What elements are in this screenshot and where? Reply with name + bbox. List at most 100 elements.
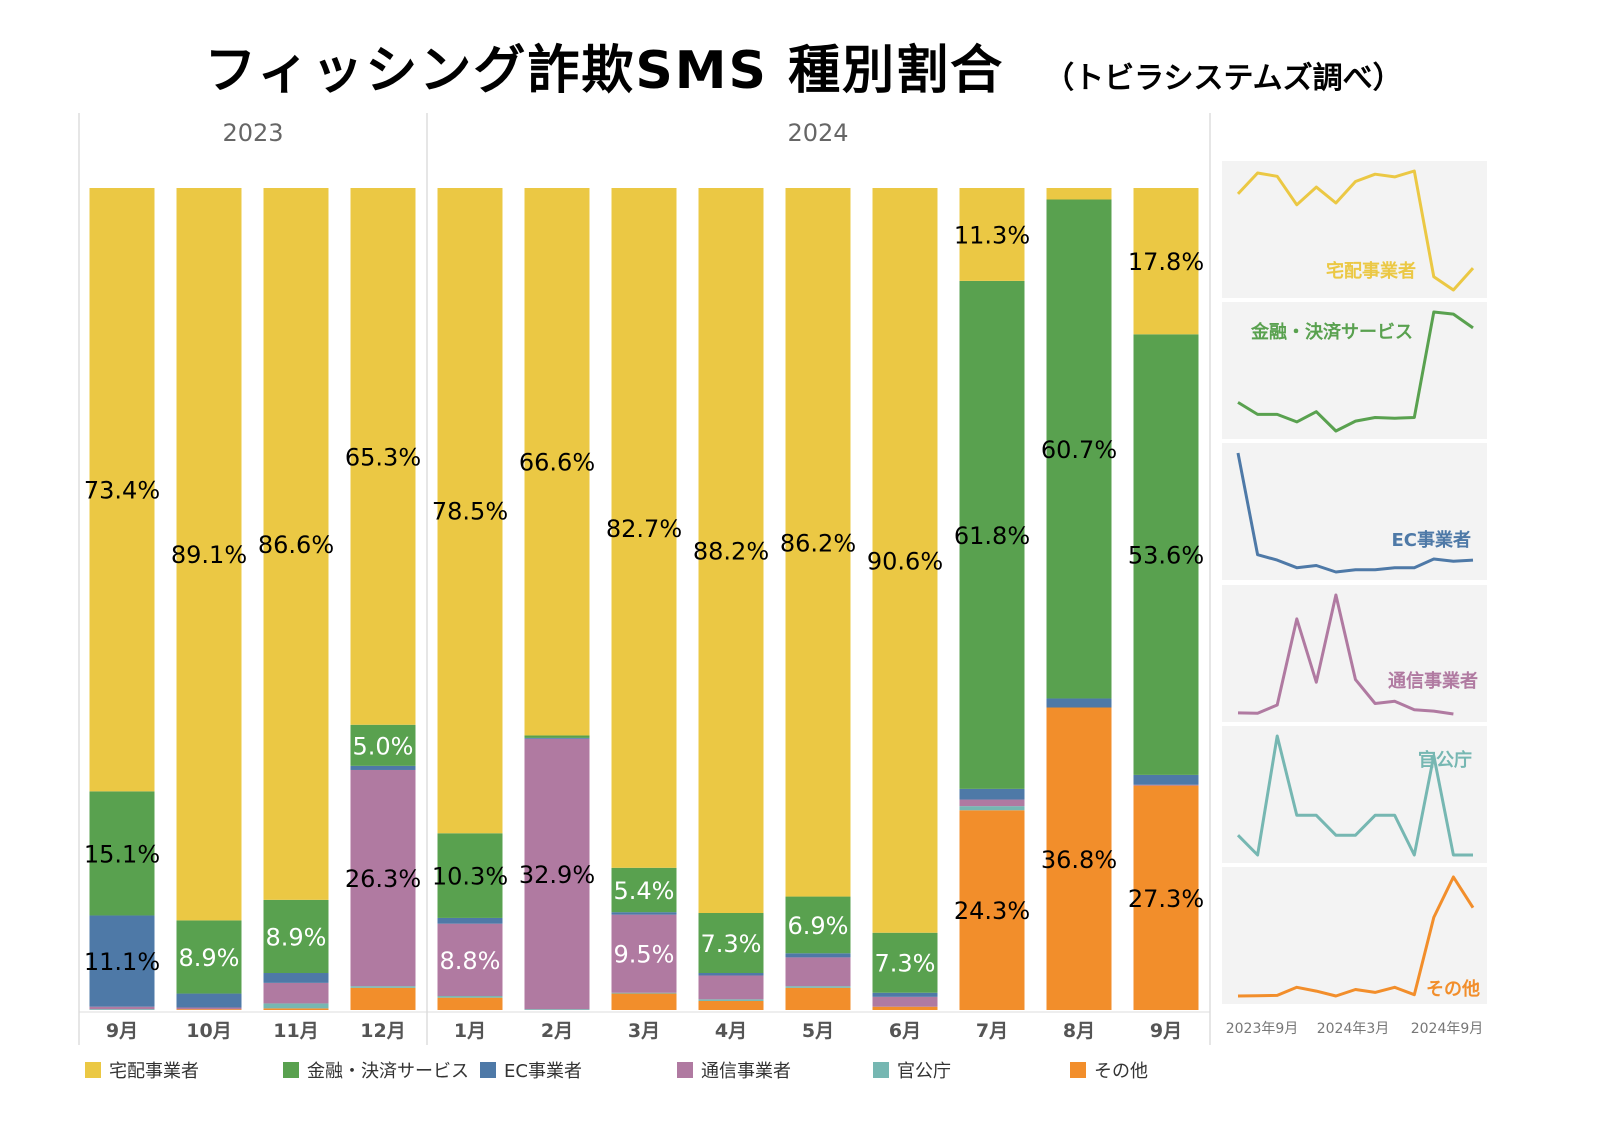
sparkline-x-label: 2023年9月 [1226,1021,1299,1037]
bar-segment-3-2 [263,982,329,1004]
bar-segment-5-11 [1046,707,1112,1010]
bar-segment-5-4 [437,997,503,1010]
legend-label: EC事業者 [504,1061,582,1082]
bar-segment-0-6 [611,188,677,868]
bar-segment-4-3 [350,986,416,988]
legend-swatch [283,1062,299,1078]
bar-segment-4-5 [524,1009,590,1010]
value-label: 26.3% [345,865,421,893]
month-label: 11月 [273,1020,318,1042]
bar-segment-4-2 [263,1003,329,1009]
bar-segment-0-4 [437,188,503,834]
value-label: 8.9% [266,923,327,951]
month-label: 7月 [976,1020,1008,1042]
month-label: 2月 [541,1020,573,1042]
bar-segment-2-2 [263,973,329,983]
bar-segment-5-1 [176,1009,242,1010]
bar-segment-2-8 [785,953,851,958]
bar-segment-0-12 [1133,188,1199,335]
bar-segment-2-6 [611,912,677,915]
bar-segment-1-5 [524,735,590,738]
month-label: 1月 [454,1020,486,1042]
bar-segment-1-11 [1046,199,1112,699]
bar-segment-0-3 [350,188,416,725]
bar-segment-2-5 [524,737,590,739]
sparkline-panel [1222,302,1487,439]
value-label: 90.6% [867,547,943,575]
sparkline-panel [1222,867,1487,1004]
value-label: 15.1% [84,840,160,868]
value-label: 78.5% [432,498,508,526]
value-label: 9.5% [614,941,675,969]
value-label: 10.3% [432,863,508,891]
bar-segment-0-8 [785,188,851,897]
value-label: 86.6% [258,531,334,559]
bar-segment-2-11 [1046,698,1112,708]
month-label: 6月 [889,1020,921,1042]
month-label: 5月 [802,1020,834,1042]
legend-label: 官公庁 [897,1061,951,1082]
bar-segment-0-9 [872,188,938,933]
bar-segment-5-6 [611,993,677,1010]
value-label: 53.6% [1128,542,1204,570]
bar-segment-5-3 [350,987,416,1010]
year-header-2024: 2024 [787,119,848,147]
bar-segment-5-8 [785,987,851,1010]
value-label: 7.3% [875,950,936,978]
bar-segment-5-2 [263,1008,329,1010]
bar-segment-0-2 [263,188,329,900]
sparkline-panel [1222,585,1487,722]
bar-segment-3-6 [611,914,677,993]
value-label: 6.9% [788,912,849,940]
value-label: 86.2% [780,529,856,557]
bar-segment-5-10 [959,810,1025,1010]
month-label: 9月 [1150,1020,1182,1042]
value-label: 11.3% [954,221,1030,249]
bar-segment-4-0 [89,1009,155,1010]
bar-segment-2-4 [437,917,503,924]
value-label: 11.1% [84,948,160,976]
bar-segment-1-9 [872,932,938,993]
bar-segment-1-1 [176,920,242,994]
value-label: 7.3% [701,930,762,958]
bar-segment-4-6 [611,992,677,994]
month-label: 4月 [715,1020,747,1042]
chart-title: フィッシング詐欺SMS 種別割合 （トビラシステムズ調べ） [0,28,1607,103]
bar-segment-3-10 [959,799,1025,807]
title-main: フィッシング詐欺SMS 種別割合 [204,41,1005,101]
sparkline-label: EC事業者 [1391,529,1471,551]
month-label: 3月 [628,1020,660,1042]
sparkline-label: 通信事業者 [1388,670,1478,692]
bar-segment-3-0 [89,1006,155,1010]
month-label: 10月 [186,1020,231,1042]
bar-segment-0-0 [89,188,155,792]
legend-swatch [1070,1062,1086,1078]
value-label: 60.7% [1041,436,1117,464]
bar-segment-0-5 [524,188,590,736]
bar-segment-4-4 [437,996,503,998]
value-label: 8.8% [440,947,501,975]
bar-segment-1-2 [263,899,329,974]
bar-segment-1-6 [611,867,677,913]
bar-segment-1-10 [959,280,1025,789]
sparkline-panel [1222,726,1487,863]
sparkline-x-label: 2024年9月 [1411,1021,1484,1037]
value-label: 17.8% [1128,248,1204,276]
value-label: 27.3% [1128,885,1204,913]
bar-segment-2-1 [176,993,242,1008]
sparkline-2 [1236,452,1474,574]
value-label: 5.4% [614,877,675,905]
bar-segment-1-3 [350,724,416,766]
value-label: 82.7% [606,515,682,543]
title-subtitle: （トビラシステムズ調べ） [1044,61,1403,96]
bar-segment-0-10 [959,188,1025,281]
value-label: 32.9% [519,861,595,889]
bar-segment-4-7 [698,999,764,1001]
value-label: 8.9% [179,944,240,972]
bar-segment-1-8 [785,896,851,954]
sparkline-label: 官公庁 [1418,749,1472,771]
value-label: 89.1% [171,541,247,569]
value-label: 66.6% [519,449,595,477]
month-label: 8月 [1063,1020,1095,1042]
